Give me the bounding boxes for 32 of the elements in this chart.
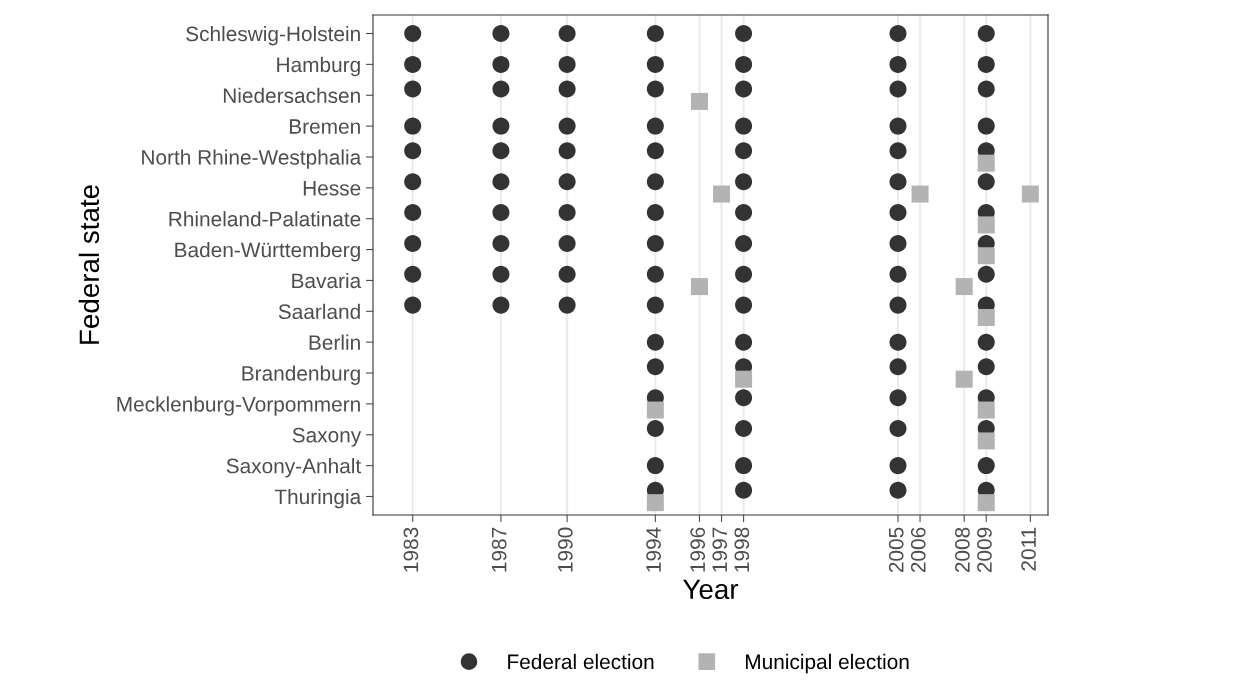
y-tick-label: Brandenburg	[242, 365, 360, 385]
y-tick-label: North Rhine-Westphalia	[142, 149, 362, 169]
x-tick-label: 1994	[646, 527, 661, 572]
y-tick-label: Hesse	[303, 181, 361, 196]
y-tick-label: Baden-Württemberg	[175, 242, 360, 262]
x-tick-label: 2008	[955, 527, 970, 573]
x-tick-label: 1990	[557, 527, 573, 572]
y-axis-title: Federal state	[78, 185, 100, 344]
x-tick-label: 1987	[491, 527, 507, 572]
y-tick-label: Schleswig-Holstein	[186, 25, 360, 46]
y-tick-label: Hamburg	[277, 56, 360, 77]
x-tick-label: 1996	[690, 527, 706, 572]
legend-label: Municipal election	[745, 653, 909, 674]
x-tick-label: 1998	[734, 527, 750, 572]
x-tick-label: 1997	[712, 527, 728, 572]
y-tick-label: Saxony-Anhalt	[226, 458, 362, 478]
y-tick-label: Mecklenburg-Vorpommern	[117, 396, 360, 416]
x-tick-label: 2011	[1021, 527, 1036, 571]
x-tick-label: 2009	[977, 527, 992, 573]
y-tick-label: Niedersachsen	[223, 87, 360, 103]
legend-label: Federal election	[508, 653, 654, 670]
y-tick-label: Bavaria	[292, 272, 362, 289]
y-tick-label: Thuringia	[274, 488, 362, 509]
x-tick-label: 2005	[888, 527, 904, 573]
y-tick-label: Berlin	[309, 334, 360, 350]
y-tick-label: Bremen	[289, 119, 360, 134]
x-tick-label: 1983	[403, 527, 419, 572]
y-tick-label: Rhineland-Palatinate	[169, 211, 361, 227]
y-tick-label: Saxony	[292, 427, 362, 447]
x-tick-label: 2006	[910, 527, 926, 573]
y-tick-label: Saarland	[278, 303, 360, 320]
x-axis-title: Year	[683, 579, 739, 600]
